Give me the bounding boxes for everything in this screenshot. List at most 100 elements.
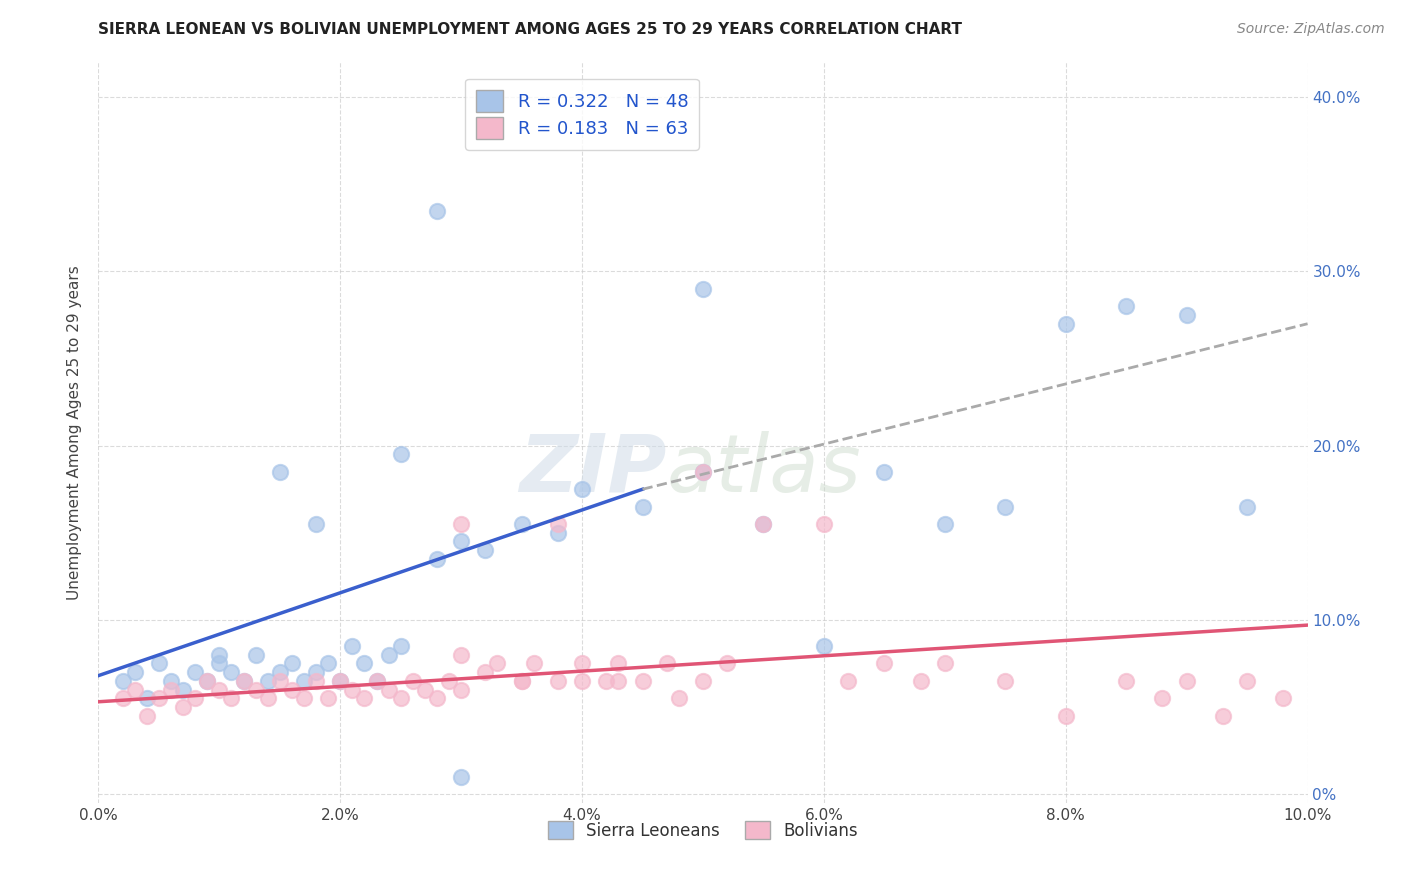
Point (813, 517, 835, 532)
Text: Source: ZipAtlas.com: Source: ZipAtlas.com (1237, 22, 1385, 37)
Point (1236, 500, 1258, 514)
Point (221, 691, 243, 706)
Point (426, 203, 449, 218)
Point (571, 482, 593, 496)
Point (292, 691, 315, 706)
Point (389, 691, 412, 706)
Point (256, 673, 278, 688)
Point (692, 465, 714, 479)
Point (269, 673, 291, 688)
Point (245, 682, 267, 697)
Point (1152, 691, 1174, 706)
Point (316, 657, 339, 671)
Point (111, 691, 134, 706)
Point (486, 657, 509, 671)
Legend: Sierra Leoneans, Bolivians: Sierra Leoneans, Bolivians (541, 814, 865, 847)
Point (160, 673, 183, 688)
Point (208, 648, 231, 662)
Point (377, 648, 399, 662)
Point (631, 673, 654, 688)
Point (510, 673, 533, 688)
Point (316, 691, 339, 706)
Point (607, 657, 630, 671)
Point (813, 639, 835, 653)
Point (752, 517, 775, 532)
Point (208, 682, 231, 697)
Point (353, 657, 375, 671)
Point (450, 534, 472, 549)
Point (1272, 691, 1295, 706)
Point (124, 682, 146, 697)
Point (281, 682, 304, 697)
Point (366, 673, 388, 688)
Point (450, 517, 472, 532)
Point (571, 657, 593, 671)
Point (547, 673, 569, 688)
Point (426, 552, 449, 566)
Point (269, 465, 291, 479)
Point (184, 665, 207, 680)
Point (437, 673, 460, 688)
Point (292, 673, 315, 688)
Point (111, 673, 134, 688)
Point (232, 673, 254, 688)
Point (377, 682, 399, 697)
Point (655, 657, 678, 671)
Point (148, 657, 170, 671)
Point (245, 648, 267, 662)
Point (221, 665, 243, 680)
Point (389, 639, 412, 653)
Point (256, 691, 278, 706)
Point (160, 682, 183, 697)
Point (1115, 673, 1137, 688)
Point (195, 673, 218, 688)
Point (413, 682, 436, 697)
Point (148, 691, 170, 706)
Point (837, 673, 859, 688)
Point (305, 517, 328, 532)
Point (1236, 673, 1258, 688)
Point (124, 665, 146, 680)
Point (510, 517, 533, 532)
Point (184, 691, 207, 706)
Y-axis label: Unemployment Among Ages 25 to 29 years: Unemployment Among Ages 25 to 29 years (67, 265, 83, 600)
Point (208, 657, 231, 671)
Point (305, 673, 328, 688)
Point (716, 657, 738, 671)
Point (934, 657, 956, 671)
Point (523, 657, 546, 671)
Point (195, 673, 218, 688)
Point (474, 543, 496, 558)
Point (450, 682, 472, 697)
Point (1115, 299, 1137, 313)
Point (172, 682, 194, 697)
Point (329, 673, 352, 688)
Point (1175, 673, 1198, 688)
Point (474, 665, 496, 680)
Point (994, 673, 1017, 688)
Point (668, 691, 690, 706)
Point (547, 517, 569, 532)
Point (571, 673, 593, 688)
Point (366, 673, 388, 688)
Point (910, 673, 932, 688)
Point (631, 500, 654, 514)
Point (692, 465, 714, 479)
Point (607, 673, 630, 688)
Point (510, 673, 533, 688)
Point (547, 525, 569, 540)
Point (450, 770, 472, 784)
Point (135, 691, 157, 706)
Point (873, 465, 896, 479)
Point (172, 700, 194, 714)
Point (402, 673, 425, 688)
Point (1212, 708, 1234, 723)
Point (873, 657, 896, 671)
Point (1054, 708, 1077, 723)
Point (342, 682, 364, 697)
Point (353, 691, 375, 706)
Text: atlas: atlas (666, 431, 862, 508)
Point (1175, 308, 1198, 322)
Point (281, 657, 304, 671)
Point (994, 500, 1017, 514)
